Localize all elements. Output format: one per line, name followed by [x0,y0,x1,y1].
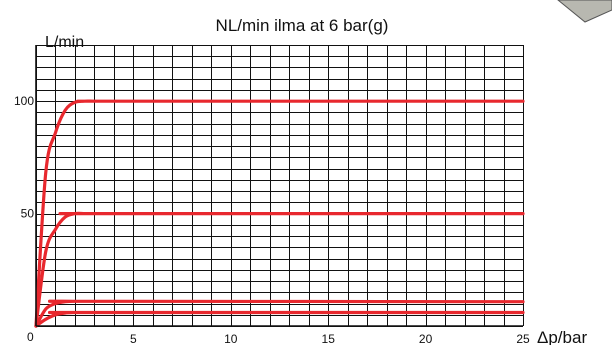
series-line-4 [34,310,525,328]
chart-axes [35,45,523,327]
y-tick-label: 50 [21,207,35,221]
x-tick-label: 15 [322,332,336,345]
chart-grid [36,45,524,327]
chart-tick-labels: 5 10 15 20 25 50 100 [14,94,530,345]
x-tick-label: 10 [224,332,238,345]
x-tick-label: 20 [419,332,433,345]
series-line-3 [34,299,525,328]
chart-title: NL/min ilma at 6 bar(g) [216,16,389,35]
chart-series [34,99,525,328]
y-axis-label: L/min [45,34,84,51]
x-tick-label: 5 [130,332,137,345]
x-axis-label: Δp/bar [537,328,587,345]
x-tick-label: 25 [516,332,530,345]
series-line-1 [34,99,525,328]
corner-decoration [557,0,612,23]
series-line-2 [34,211,525,328]
y-tick-label: 100 [14,94,34,108]
origin-tick-label: 0 [27,330,34,344]
